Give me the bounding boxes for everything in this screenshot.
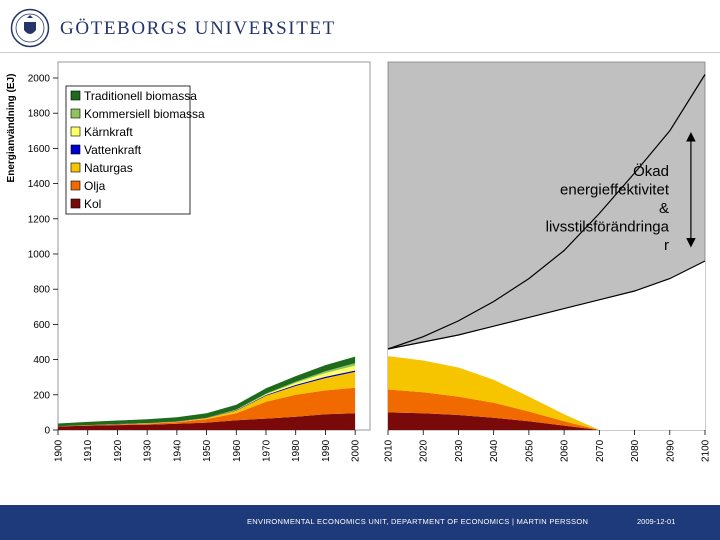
x-tick-label: 1920 <box>113 439 124 462</box>
x-axis: 1900 1910 1920 1930 1940 1950 1960 1970 1980 1990… <box>54 430 712 462</box>
y-tick-label: 1200 <box>28 214 51 225</box>
annotation-line: livsstilsförändringa <box>546 219 670 236</box>
legend-label-naturgas: Naturgas <box>84 161 133 175</box>
annotation-line: Ökad <box>633 162 669 180</box>
legend-box <box>65 85 191 215</box>
annotation-text: Ökad energieffektivitet & livsstilsförändri… <box>546 162 670 254</box>
legend-swatch-kol <box>70 198 81 209</box>
projection-areas <box>387 74 706 430</box>
x-tick-label: 1970 <box>262 439 273 462</box>
legend-label-traditionell-biomassa: Traditionell biomassa <box>84 89 197 103</box>
projection-area-olja <box>388 389 705 430</box>
y-tick-label: 400 <box>33 355 50 366</box>
university-name: GÖTEBORGS UNIVERSITET <box>60 18 336 39</box>
legend-label-kommersiell-biomassa: Kommersiell biomassa <box>84 107 205 121</box>
x-tick-label: 1960 <box>232 439 243 462</box>
x-tick-label: 2090 <box>665 439 676 462</box>
y-tick-label: 0 <box>44 426 50 437</box>
annotation-line: r <box>664 237 669 254</box>
x-tick-label: 1950 <box>202 439 213 462</box>
x-tick-label: 1940 <box>172 439 183 462</box>
y-tick-label: 800 <box>33 285 50 296</box>
y-tick-label: 600 <box>33 320 50 331</box>
x-tick-label: 2040 <box>489 439 500 462</box>
legend-swatch-traditionell-biomassa <box>70 90 81 101</box>
legend-swatch-naturgas <box>70 162 81 173</box>
y-tick-label: 2000 <box>28 74 51 85</box>
legend-swatch-karnkraft <box>70 126 81 137</box>
historical-area-kol <box>58 413 356 430</box>
legend-label-vattenkraft: Vattenkraft <box>84 143 142 157</box>
x-tick-label: 1980 <box>291 439 302 462</box>
projection-line-efterfragan-med-effektivisering <box>387 260 706 350</box>
historical-areas <box>58 356 356 430</box>
university-seal-icon <box>10 8 50 48</box>
annotation-line: energieffektivitet <box>560 182 670 199</box>
x-tick-label: 2050 <box>524 439 535 462</box>
x-tick-label: 1930 <box>143 439 154 462</box>
projection-area-naturgas <box>388 356 705 430</box>
legend: Traditionell biomassa Kommersiell biomass… <box>65 85 205 215</box>
footer-credit: ENVIRONMENTAL ECONOMICS UNIT, DEPARTMENT… <box>247 517 589 526</box>
x-tick-label: 2100 <box>701 439 712 462</box>
y-axis: 0 200 400 600 800 1000 1200 1400 1600 1800 2000 <box>28 74 58 437</box>
x-tick-label: 2060 <box>560 439 571 462</box>
y-tick-label: 1800 <box>28 109 51 120</box>
historical-area-olja <box>58 387 356 427</box>
x-tick-label: 2000 <box>351 439 362 462</box>
x-tick-label: 1990 <box>321 439 332 462</box>
y-axis-label: Energianvändning (EJ) <box>6 74 17 183</box>
legend-label-karnkraft: Kärnkraft <box>84 125 133 139</box>
header-divider <box>0 52 720 53</box>
legend-swatch-vattenkraft <box>70 144 81 155</box>
header: GÖTEBORGS UNIVERSITET <box>0 0 720 56</box>
legend-swatch-olja <box>70 180 81 191</box>
projection-line-efterfragan-utan-atgarder <box>387 74 706 350</box>
projection-area-kol <box>388 412 705 430</box>
x-tick-label: 2020 <box>419 439 430 462</box>
x-tick-label: 2080 <box>630 439 641 462</box>
x-tick-label: 2070 <box>595 439 606 462</box>
y-tick-label: 1000 <box>28 250 51 261</box>
x-tick-label: 2030 <box>454 439 465 462</box>
energy-chart: Energianvändning (EJ) 0 200 400 600 800 1000 1… <box>6 61 712 462</box>
footer: ENVIRONMENTAL ECONOMICS UNIT, DEPARTMENT… <box>0 505 720 540</box>
annotation-line: & <box>659 200 669 217</box>
y-tick-label: 200 <box>33 390 50 401</box>
legend-swatch-kommersiell-biomassa <box>70 108 81 119</box>
x-tick-label: 2010 <box>384 439 395 462</box>
legend-label-olja: Olja <box>84 179 106 193</box>
legend-label-kol: Kol <box>84 197 101 211</box>
annotation: Ökad energieffektivitet & livsstilsförändri… <box>546 132 696 254</box>
footer-date: 2009-12-01 <box>637 517 676 526</box>
x-tick-label: 1910 <box>83 439 94 462</box>
y-tick-label: 1600 <box>28 144 51 155</box>
x-tick-label: 1900 <box>54 439 65 462</box>
y-tick-label: 1400 <box>28 179 51 190</box>
